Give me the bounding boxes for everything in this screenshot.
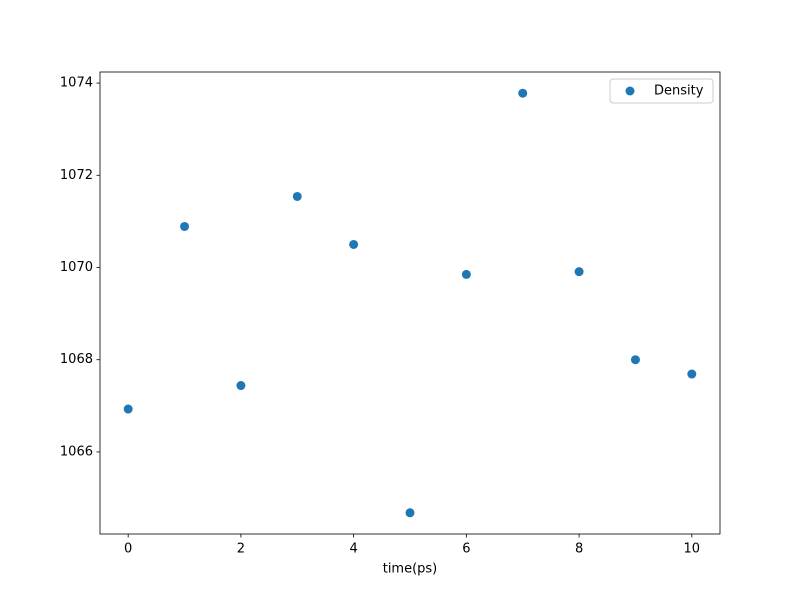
y-tick-label: 1066	[60, 444, 93, 459]
point	[405, 508, 415, 518]
x-tick-label: 0	[124, 542, 132, 557]
point	[630, 355, 640, 365]
x-tick-label: 10	[684, 542, 701, 557]
x-tick-label: 8	[575, 542, 583, 557]
point	[574, 267, 584, 277]
y-tick-label: 1068	[60, 352, 93, 367]
x-tick-label: 2	[237, 542, 245, 557]
x-axis-label: time(ps)	[383, 562, 438, 577]
point	[123, 404, 133, 414]
point	[461, 269, 471, 279]
point	[687, 369, 697, 379]
legend-label: Density	[654, 84, 704, 99]
y-tick-label: 1074	[60, 76, 93, 91]
x-tick-label: 6	[462, 542, 470, 557]
y-tick-label: 1070	[60, 260, 93, 275]
y-tick-label: 1072	[60, 168, 93, 183]
plot-frame	[99, 71, 721, 535]
x-tick-label: 4	[349, 542, 357, 557]
point	[518, 88, 528, 98]
point	[236, 381, 246, 391]
legend-box	[609, 78, 714, 104]
point	[180, 221, 190, 231]
legend-marker	[625, 86, 635, 96]
point	[292, 191, 302, 201]
point	[349, 239, 359, 249]
